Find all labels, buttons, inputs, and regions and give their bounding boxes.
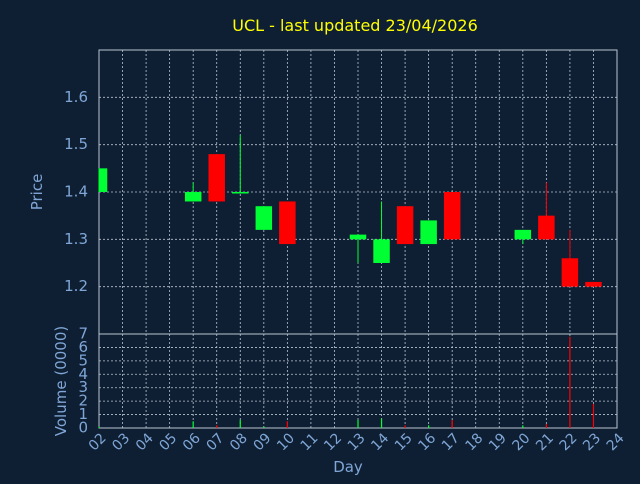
volume-axis-label: Volume (0000) xyxy=(52,326,70,436)
volume-tick-label: 6 xyxy=(78,338,88,356)
volume-tick-label: 1 xyxy=(78,405,88,423)
x-tick-label: 13 xyxy=(345,430,369,454)
candle-body xyxy=(232,192,249,194)
price-tick-label: 1.3 xyxy=(64,230,88,248)
x-tick-label: 04 xyxy=(133,430,157,454)
x-tick-label: 15 xyxy=(392,430,416,454)
candle-body xyxy=(373,239,390,263)
candle-body xyxy=(99,168,108,192)
volume-tick-label: 2 xyxy=(78,392,88,410)
x-tick-label: 10 xyxy=(274,430,298,454)
price-tick-label: 1.4 xyxy=(64,183,88,201)
x-axis-label: Day xyxy=(333,458,363,476)
x-tick-label: 14 xyxy=(368,430,392,454)
candle-body xyxy=(443,192,461,240)
candle-body xyxy=(208,154,225,202)
price-tick-label: 1.6 xyxy=(64,88,88,106)
x-tick-label: 06 xyxy=(180,430,204,454)
candle-body xyxy=(184,192,202,202)
x-tick-label: 07 xyxy=(203,430,227,454)
chart-title: UCL - last updated 23/04/2026 xyxy=(232,16,478,35)
x-tick-label: 22 xyxy=(557,430,581,454)
x-tick-label: 18 xyxy=(462,430,486,454)
volume-tick-label: 0 xyxy=(78,419,88,437)
x-tick-label: 21 xyxy=(533,430,557,454)
candle-body xyxy=(585,281,602,287)
x-tick-label: 08 xyxy=(227,430,251,454)
x-tick-label: 05 xyxy=(156,430,180,454)
x-tick-label: 24 xyxy=(604,430,628,454)
x-tick-label: 11 xyxy=(298,430,322,454)
tick-labels: 02 03 04 05 06 07 08 09 10 11 12 13 14 15 16 17 18 19 20 21… xyxy=(64,88,628,454)
candle-body xyxy=(396,206,414,245)
x-tick-label: 03 xyxy=(109,430,133,454)
price-tick-label: 1.5 xyxy=(64,135,88,153)
candle-body xyxy=(514,229,532,240)
candle-body xyxy=(255,206,273,230)
candle-body xyxy=(349,234,367,240)
x-tick-label: 02 xyxy=(86,430,110,454)
volume-tick-label: 3 xyxy=(78,378,88,396)
candle-body xyxy=(538,215,555,240)
price-tick-label: 1.2 xyxy=(64,277,88,295)
volume-tick-label: 7 xyxy=(78,325,88,343)
x-tick-label: 09 xyxy=(251,430,275,454)
candle-body xyxy=(561,258,579,287)
candle-body xyxy=(420,220,437,245)
x-tick-label: 16 xyxy=(415,430,439,454)
x-tick-label: 17 xyxy=(439,430,463,454)
candles xyxy=(98,135,602,287)
x-tick-label: 12 xyxy=(321,430,345,454)
y-axis-label: Price xyxy=(28,174,46,211)
x-tick-label: 20 xyxy=(510,430,534,454)
volume-panel-frame xyxy=(98,333,618,429)
candle-body xyxy=(279,201,296,245)
volume-tick-label: 4 xyxy=(78,365,88,383)
volume-tick-label: 5 xyxy=(78,351,88,369)
x-tick-label: 19 xyxy=(486,430,510,454)
x-tick-label: 23 xyxy=(580,430,604,454)
volume-bars xyxy=(98,336,595,428)
